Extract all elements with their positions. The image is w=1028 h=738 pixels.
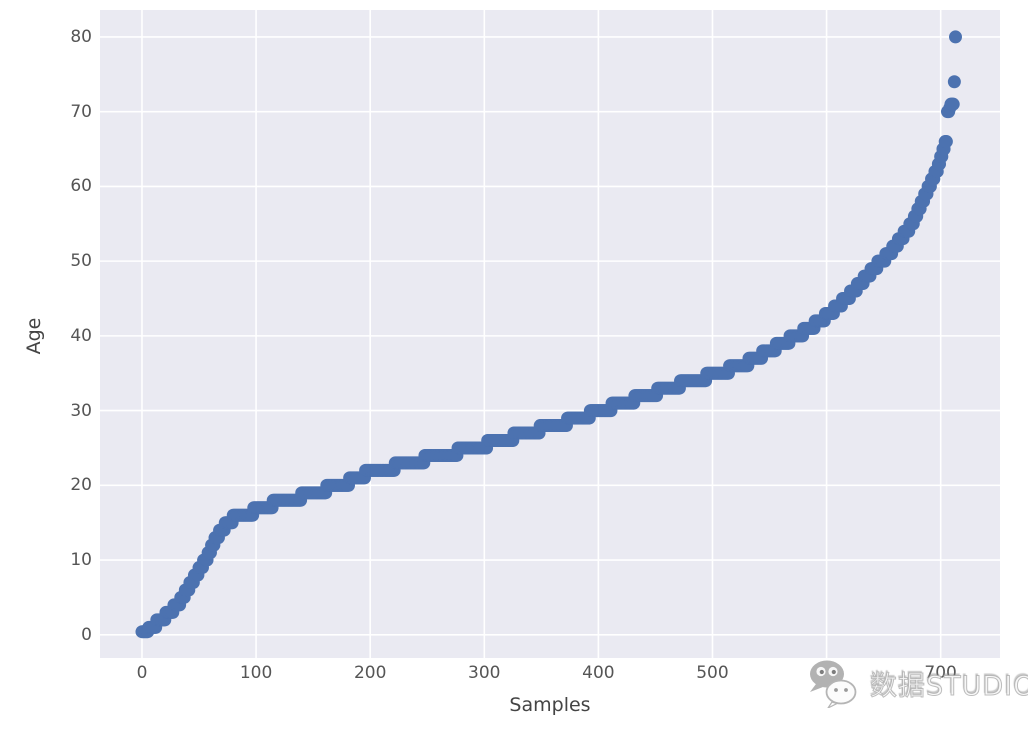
scatter-chart: [100, 10, 1000, 658]
gridlines: [100, 10, 1000, 658]
data-point: [946, 97, 960, 111]
x-tick-label: 700: [924, 663, 957, 683]
x-tick-label: 400: [582, 663, 615, 683]
x-axis-label: Samples: [509, 694, 591, 716]
y-tick-label: 50: [70, 251, 92, 272]
x-tick-label: 0: [136, 663, 148, 683]
y-tick-label: 40: [70, 325, 92, 346]
x-tick-label: 200: [353, 663, 387, 683]
data-point: [947, 75, 961, 89]
plot-area: [100, 10, 1000, 658]
y-axis-label: Age: [23, 317, 45, 355]
x-tick-label: 100: [239, 663, 273, 683]
x-tick-label: 300: [468, 663, 501, 683]
y-tick-label: 70: [70, 101, 92, 122]
x-tick-label: 600: [810, 663, 843, 683]
y-tick-label: 30: [70, 400, 92, 421]
y-tick-label: 60: [70, 176, 92, 197]
y-tick-label: 80: [70, 26, 92, 47]
x-tick-label: 500: [696, 663, 729, 683]
scatter-points: [135, 30, 962, 639]
data-point: [949, 30, 962, 44]
y-tick-label: 10: [70, 550, 92, 571]
data-point: [939, 135, 953, 149]
y-tick-label: 0: [81, 624, 92, 645]
plot-background: [100, 10, 1000, 658]
y-tick-label: 20: [70, 475, 92, 496]
